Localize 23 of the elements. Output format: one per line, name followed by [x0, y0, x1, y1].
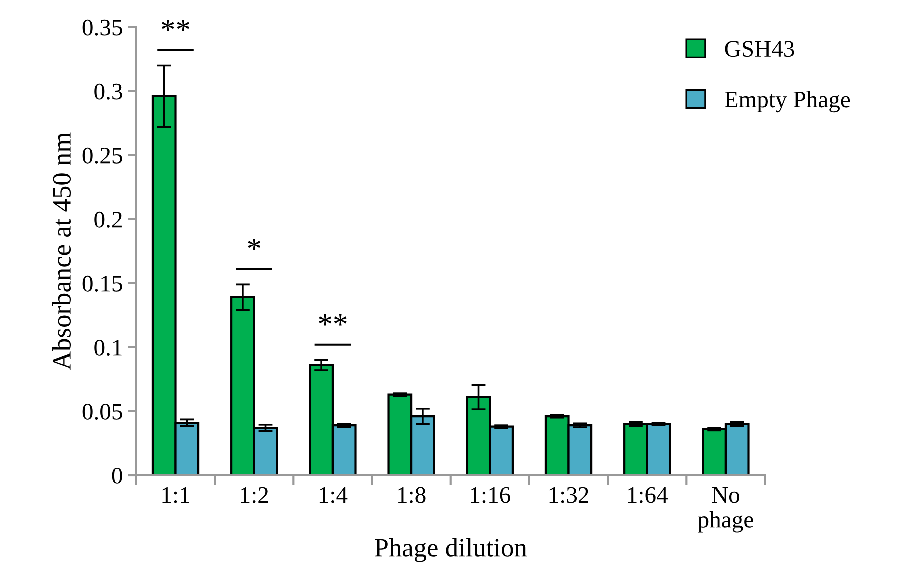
- x-tick-label: No phage: [698, 488, 754, 533]
- x-tick-label: 1:1: [162, 487, 190, 504]
- x-tick-label: 1:4: [320, 487, 348, 504]
- legend-label: Empty Phage: [725, 91, 850, 113]
- x-tick-label: 1:2: [241, 487, 268, 504]
- annotation: **: [162, 20, 190, 32]
- annotation: **: [319, 314, 347, 326]
- annotation: *: [248, 238, 261, 250]
- y-tick-label: 0.2: [94, 212, 122, 228]
- y-axis-title: Absorbance at 450 nm: [52, 132, 72, 370]
- y-tick-label: 0.1: [94, 340, 122, 356]
- x-tick-label: 1:32: [550, 487, 588, 504]
- y-tick-label: 0.35: [82, 20, 122, 36]
- x-tick-label: 1:64: [628, 487, 668, 504]
- x-tick-label: 1:8: [398, 487, 426, 504]
- y-tick-label: 0.25: [82, 148, 122, 164]
- y-tick-label: 0: [112, 468, 122, 484]
- x-axis-title: Phage dilution: [375, 538, 528, 562]
- y-tick-label: 0.15: [82, 276, 122, 292]
- legend-label: GSH43: [725, 41, 794, 58]
- y-tick-label: 0.05: [82, 404, 122, 420]
- x-tick-label: 1:16: [471, 487, 510, 504]
- y-tick-label: 0.3: [94, 84, 122, 100]
